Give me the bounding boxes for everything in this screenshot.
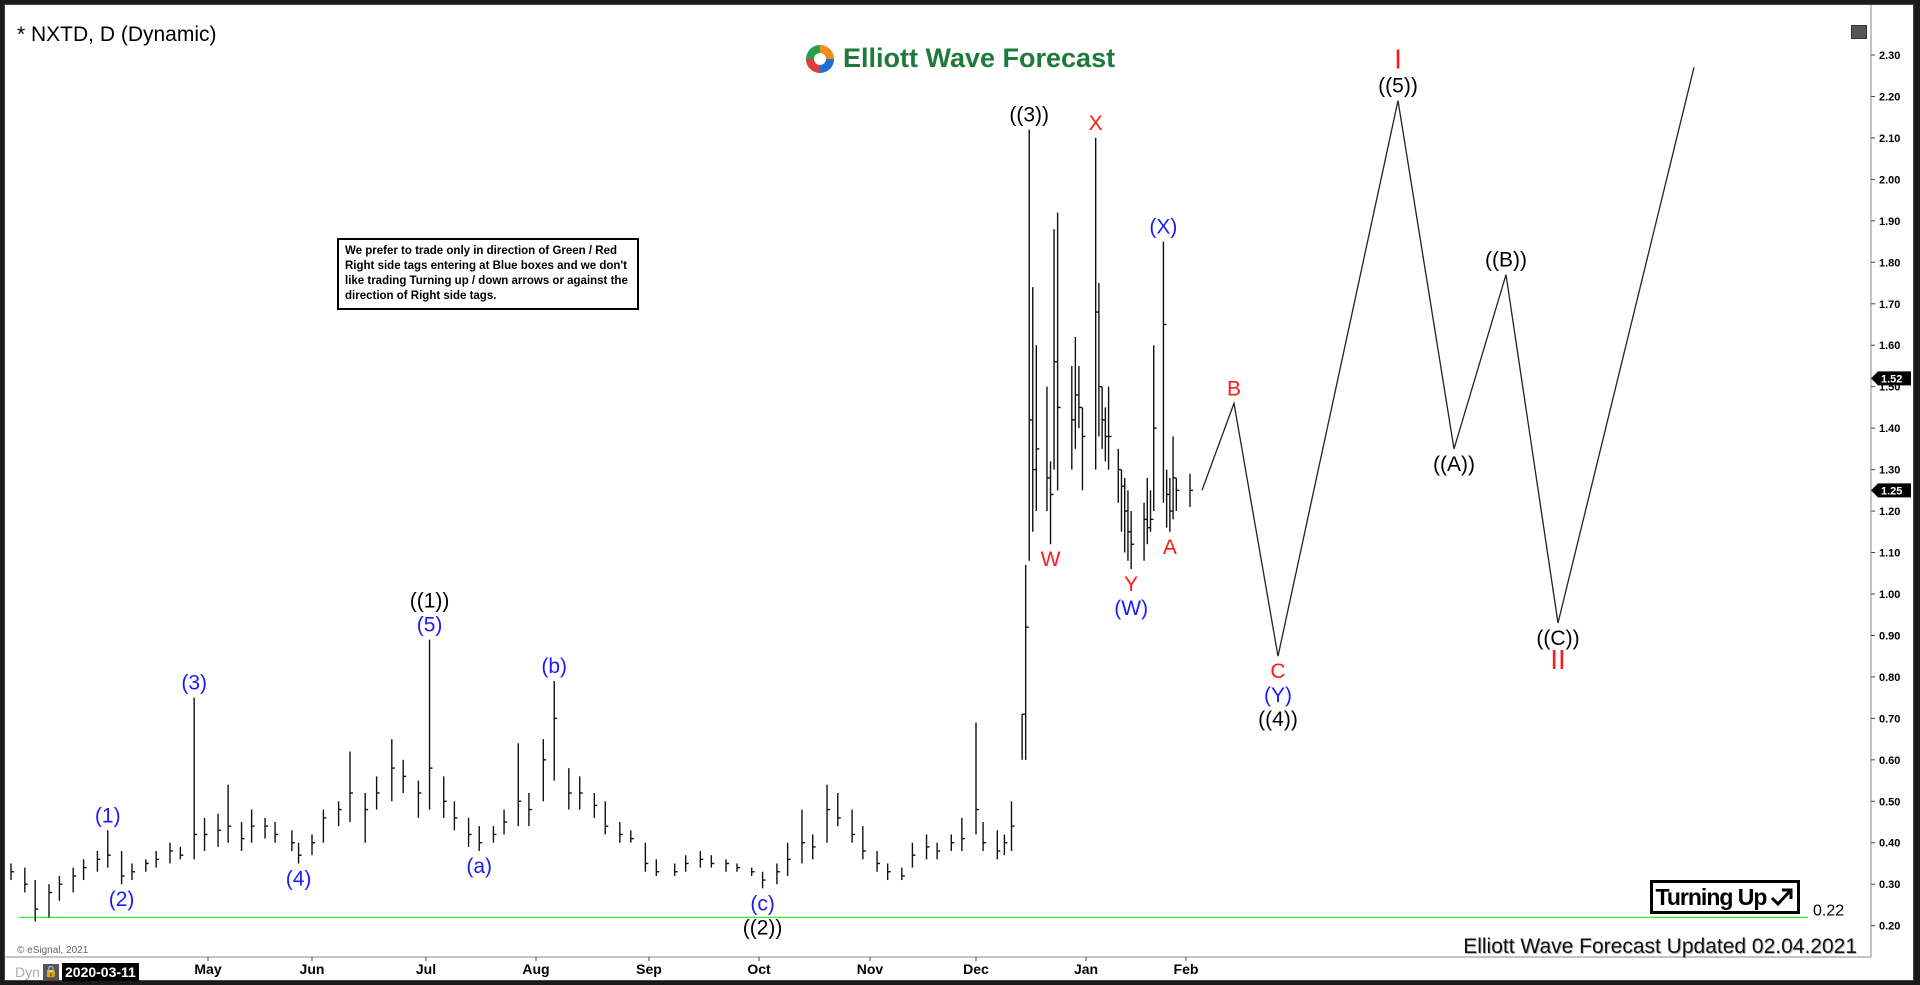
wave-label: ((4)) [1258, 708, 1298, 731]
chart-title: * NXTD, D (Dynamic) [17, 23, 217, 46]
wave-label: Y [1124, 573, 1138, 596]
time-axis-bar: Dyn 🔒 2020-03-11 [9, 961, 1875, 985]
support-line-label: 0.22 [1813, 902, 1844, 919]
y-tick-label: 1.70 [1879, 299, 1900, 311]
y-tick-label: 1.60 [1879, 340, 1900, 352]
start-date[interactable]: 2020-03-11 [62, 963, 139, 981]
y-tick-label: 0.50 [1879, 796, 1900, 808]
wave-label: ((A)) [1433, 453, 1475, 476]
wave-label: (c) [750, 892, 775, 915]
price-tag-label: 1.52 [1881, 373, 1902, 385]
x-tick-label: Nov [857, 961, 884, 977]
y-tick-label: 2.00 [1879, 174, 1900, 186]
wave-label: A [1163, 536, 1177, 559]
wave-label: ((B)) [1485, 249, 1527, 272]
y-tick-label: 1.30 [1879, 465, 1900, 477]
wave-label: ((C)) [1536, 627, 1579, 650]
y-tick-label: 0.60 [1879, 755, 1900, 767]
y-tick-label: 1.10 [1879, 548, 1900, 560]
wave-label: (5) [417, 614, 443, 637]
wave-label: (Y) [1264, 684, 1292, 707]
y-tick-label: 2.20 [1879, 91, 1900, 103]
y-tick-label: 2.10 [1879, 133, 1900, 145]
logo: Elliott Wave Forecast [805, 43, 1115, 74]
turning-up-badge: Turning Up [1650, 880, 1800, 914]
wave-label: (4) [286, 867, 312, 890]
wave-label: W [1041, 548, 1061, 571]
x-tick-label: Sep [636, 961, 662, 977]
y-tick-label: 0.70 [1879, 713, 1900, 725]
wave-label: (X) [1149, 216, 1177, 239]
y-tick-label: 1.00 [1879, 589, 1900, 601]
copyright: © eSignal, 2021 [17, 945, 89, 956]
wave-label: (2) [109, 888, 135, 911]
x-tick-label: Oct [747, 961, 771, 977]
footer-updated: Elliott Wave Forecast Updated 02.04.2021 [1463, 935, 1857, 958]
wave-label: I [1394, 44, 1402, 75]
wave-label: ((2)) [743, 916, 783, 939]
wave-label: (3) [181, 672, 207, 695]
y-tick-label: 1.90 [1879, 216, 1900, 228]
y-tick-label: 0.40 [1879, 838, 1900, 850]
wave-label: II [1550, 644, 1566, 675]
wave-label: B [1227, 377, 1241, 400]
y-tick-label: 0.90 [1879, 630, 1900, 642]
lock-icon[interactable]: 🔒 [43, 964, 59, 980]
projection-path [1201, 67, 1695, 657]
logo-globe-icon [806, 44, 834, 73]
x-tick-label: Jul [416, 961, 436, 977]
x-tick-label: Jan [1074, 961, 1098, 977]
y-tick-label: 0.30 [1879, 879, 1900, 891]
arrow-up-right-icon [1771, 888, 1793, 907]
price-tag-label: 1.25 [1881, 485, 1902, 497]
y-tick-label: 2.30 [1879, 50, 1900, 62]
x-tick-label: Jun [300, 961, 325, 977]
wave-label: ((1)) [410, 590, 450, 613]
wave-label: (a) [466, 855, 492, 878]
wave-label: X [1089, 112, 1103, 135]
restore-window-icon[interactable] [1851, 25, 1867, 39]
wave-label: C [1270, 660, 1285, 683]
wave-label: (W) [1114, 597, 1148, 620]
chart-window: 0.20 0.30 0.40 0.50 0.60 0.70 0.80 0.90 1.00 1.10… [4, 4, 1914, 981]
y-tick-label: 0.20 [1879, 921, 1900, 933]
wave-label: ((5)) [1378, 75, 1418, 98]
x-tick-label: May [194, 961, 221, 977]
x-tick-label: Feb [1174, 961, 1199, 977]
price-tag [1871, 483, 1911, 498]
wave-label: (1) [95, 804, 121, 827]
y-tick-label: 0.80 [1879, 672, 1900, 684]
dynamic-mode[interactable]: Dyn [15, 964, 40, 980]
x-tick-label: Dec [963, 961, 989, 977]
logo-text: Elliott Wave Forecast [843, 43, 1116, 73]
turning-up-label: Turning Up [1655, 883, 1768, 910]
wave-label: ((3)) [1009, 104, 1049, 127]
y-tick-label: 1.40 [1879, 423, 1900, 435]
wave-label: (b) [541, 655, 567, 678]
price-tag [1871, 371, 1911, 386]
trading-note: We prefer to trade only in direction of … [337, 238, 639, 310]
x-tick-label: Aug [522, 961, 549, 977]
price-chart: 0.20 0.30 0.40 0.50 0.60 0.70 0.80 0.90 1.00 1.10… [5, 5, 1911, 977]
y-tick-label: 1.20 [1879, 506, 1900, 518]
y-tick-label: 1.80 [1879, 257, 1900, 269]
